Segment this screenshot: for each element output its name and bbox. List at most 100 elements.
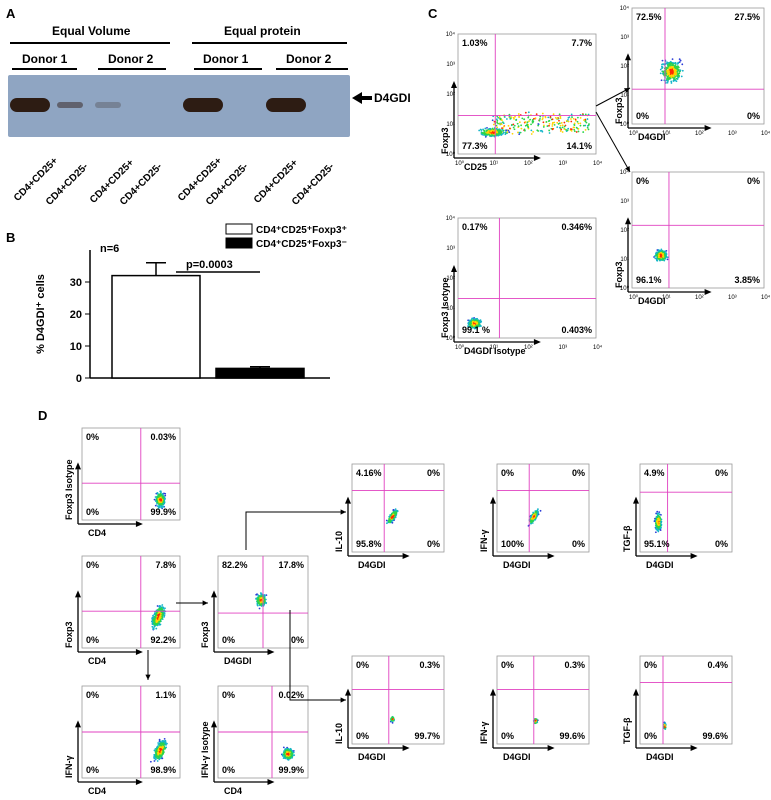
- event-dot: [530, 133, 533, 135]
- event-dot: [584, 124, 587, 127]
- event-dot: [669, 69, 672, 72]
- x-axis-arrow-icon: [533, 339, 541, 345]
- y-tick-label: 10³: [446, 62, 455, 68]
- event-dot: [258, 607, 261, 610]
- event-dot: [488, 128, 491, 130]
- event-dot: [515, 119, 518, 121]
- event-dot: [572, 126, 575, 129]
- event-dot: [668, 77, 671, 80]
- event-dot: [563, 128, 566, 130]
- event-dot: [502, 122, 505, 125]
- event-dot: [497, 130, 500, 133]
- event-dot: [473, 327, 476, 330]
- event-dot: [668, 75, 671, 78]
- event-dot: [158, 498, 161, 501]
- event-dot: [577, 122, 580, 125]
- event-dot: [679, 69, 682, 72]
- event-dot: [501, 132, 504, 135]
- event-dot: [514, 115, 516, 118]
- event-dot: [157, 496, 160, 498]
- event-dot: [483, 130, 486, 132]
- x-tick-label: 10²: [524, 345, 533, 351]
- event-dot: [529, 118, 532, 121]
- event-dot: [160, 502, 163, 505]
- quadrant-percent: 17.8%: [278, 560, 304, 570]
- event-dot: [163, 612, 166, 615]
- event-dot: [153, 625, 156, 628]
- plot-frame: [457, 33, 597, 155]
- event-dot: [524, 121, 527, 123]
- event-dot: [392, 513, 395, 516]
- event-dot: [155, 627, 158, 630]
- flow-plot: D4GDI TGF-β 0% 0.4% 0% 99.6%: [622, 655, 733, 762]
- event-dot: [553, 121, 556, 124]
- event-dot: [257, 599, 260, 601]
- event-dot: [574, 118, 577, 121]
- event-dot: [163, 611, 166, 614]
- event-dot: [663, 723, 666, 726]
- event-dot: [584, 129, 587, 131]
- quadrant-percent: 0%: [222, 765, 235, 775]
- event-dot: [520, 127, 523, 130]
- event-dot: [153, 760, 156, 762]
- event-dot: [538, 119, 541, 122]
- event-dot: [157, 751, 160, 754]
- event-dot: [159, 747, 162, 750]
- x-axis-label: D4GDI: [503, 560, 531, 570]
- event-dot: [660, 513, 662, 516]
- event-dot: [505, 118, 508, 120]
- event-dot: [497, 134, 500, 137]
- event-dot: [496, 119, 499, 122]
- event-dot: [152, 616, 155, 619]
- event-dot: [553, 123, 556, 126]
- quadrant-percent: 0%: [86, 765, 99, 775]
- event-dot: [567, 116, 570, 119]
- blot-band: [10, 98, 50, 112]
- y-axis-label: IFN-γ: [479, 722, 489, 745]
- flow-plot: D4GDI IFN-γ 0% 0.3% 0% 99.6%: [479, 655, 590, 762]
- gating-arrow: [595, 111, 631, 173]
- event-dot: [532, 511, 535, 514]
- event-dot: [157, 624, 160, 626]
- event-dot: [265, 594, 268, 597]
- y-axis-arrow-icon: [633, 688, 639, 696]
- event-dot: [573, 130, 576, 133]
- event-dot: [517, 113, 520, 115]
- event-dot: [583, 119, 585, 121]
- event-dot: [570, 120, 573, 123]
- event-dot: [157, 749, 160, 752]
- event-dot: [558, 122, 561, 125]
- event-dot: [488, 129, 490, 132]
- event-dot: [666, 70, 668, 73]
- event-dot: [151, 620, 153, 623]
- event-dot: [258, 602, 261, 605]
- event-dot: [675, 73, 677, 76]
- event-dot: [284, 755, 287, 758]
- event-dot: [502, 129, 505, 132]
- event-dot: [681, 69, 684, 72]
- event-dot: [671, 58, 674, 61]
- y-tick-label: 10⁰: [446, 335, 456, 342]
- event-dot: [159, 495, 162, 497]
- event-dot: [677, 68, 680, 71]
- event-dot: [521, 117, 524, 120]
- event-dot: [661, 72, 664, 75]
- legend-label: CD4⁺CD25⁺Foxp3⁺: [256, 225, 347, 236]
- event-dot: [476, 327, 478, 330]
- event-dot: [669, 63, 672, 66]
- event-dot: [153, 618, 156, 621]
- y-axis-label: Foxp3: [440, 127, 450, 154]
- event-dot: [579, 122, 582, 125]
- y-tick-label: 10¹: [620, 257, 629, 263]
- event-dot: [655, 251, 658, 254]
- event-dot: [657, 515, 660, 518]
- event-dot: [161, 606, 164, 608]
- event-dot: [584, 113, 587, 116]
- event-dot: [285, 748, 288, 750]
- event-dot: [537, 130, 540, 132]
- event-dot: [663, 253, 666, 256]
- event-dot: [391, 519, 394, 522]
- event-dot: [158, 506, 161, 509]
- event-dot: [672, 80, 675, 82]
